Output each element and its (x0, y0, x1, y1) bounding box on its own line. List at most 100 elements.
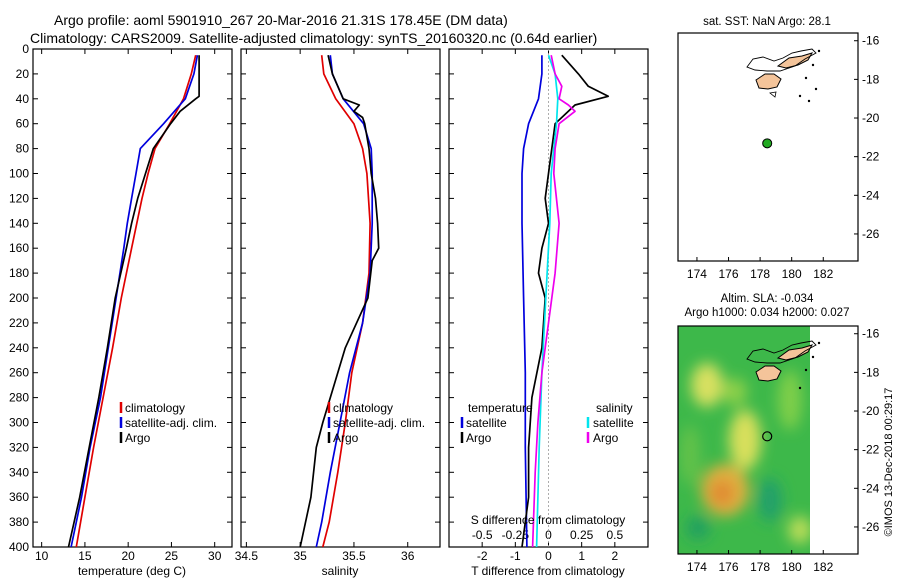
small-island (769, 91, 777, 98)
y-tick-label: 80 (16, 142, 30, 156)
x-tick-label: 10 (35, 549, 49, 563)
legend-label-climatology: climatology (333, 401, 393, 415)
islet (804, 368, 808, 372)
sst-map-frame (677, 32, 859, 262)
islet (817, 341, 821, 345)
y-tick-label: 60 (16, 117, 30, 131)
map-x-tick-label: 176 (719, 560, 739, 574)
y-tick-label: 20 (16, 67, 30, 81)
y-tick-label: 140 (9, 216, 29, 230)
sla-anomaly (691, 363, 723, 407)
difference-legend: temperature satellite Argo salinity sate… (460, 401, 634, 445)
map-x-tick-label: 180 (782, 267, 802, 281)
series-line-satellite-adj-clim- (70, 55, 199, 548)
imos-credit: ©IMOS 13-Dec-2018 00:29:17 (883, 388, 895, 537)
temperature-legend: climatology satellite-adj. clim. Argo (119, 401, 217, 445)
map-x-tick-label: 176 (719, 267, 739, 281)
sla-anomaly (680, 425, 700, 485)
y-tick-label: 180 (9, 266, 29, 280)
sla-map-subtitle: Argo h1000: 0.034 h2000: 0.027 (685, 307, 850, 319)
title-line-1: Argo profile: aoml 5901910_267 20-Mar-20… (54, 12, 508, 28)
y-tick-label: 220 (9, 316, 29, 330)
x-tick-label: 35.5 (342, 549, 366, 563)
sla-map-ticks: 174 176 178 180 182 -16 -18 -20 -22 -24 -26 (687, 327, 880, 574)
legend-label-t-argo: Argo (466, 431, 492, 445)
legend-label-argo: Argo (125, 431, 151, 445)
map-x-tick-label: 182 (813, 560, 833, 574)
x-tick-label: -2 (477, 549, 488, 563)
x-tick-label: 20 (121, 549, 135, 563)
viti-levu-island (755, 73, 782, 90)
map-y-tick-label: -20 (862, 404, 880, 418)
sla-anomaly (788, 516, 810, 544)
x-tick-label: 35 (293, 549, 307, 563)
y-tick-label: 0 (22, 42, 29, 56)
sla-anomaly (778, 370, 802, 430)
y-tick-label: 200 (9, 291, 29, 305)
y-tick-label: 320 (9, 440, 29, 454)
argo-location-marker (762, 138, 773, 149)
sla-anomaly (758, 478, 782, 522)
y-tick-label: 40 (16, 92, 30, 106)
map-y-tick-label: -24 (862, 188, 880, 202)
islet (807, 99, 811, 103)
x-tick-label: -1 (510, 549, 521, 563)
map-x-tick-label: 182 (813, 267, 833, 281)
top-tick-label: 0.25 (570, 528, 594, 542)
y-tick-label: 160 (9, 241, 29, 255)
series-line-salinity-satellite (535, 54, 559, 548)
map-y-tick-label: -16 (862, 34, 880, 48)
map-y-tick-label: -24 (862, 481, 880, 495)
s-difference-label: S difference from climatology (471, 513, 626, 527)
y-tick-label: 260 (9, 366, 29, 380)
y-tick-label: 400 (9, 540, 29, 554)
y-tick-label: 340 (9, 465, 29, 479)
difference-panel: -2 -1 0 1 2-0.5 -0.25 0 0.25 0.5 (449, 48, 648, 563)
top-tick-label: -0.25 (502, 528, 530, 542)
viti-levu-island (755, 365, 782, 382)
islet (817, 49, 821, 53)
sla-anomalies (680, 363, 810, 544)
legend-label-satellite: satellite-adj. clim. (125, 416, 217, 430)
legend-label-climatology: climatology (125, 401, 185, 415)
salinity-xlabel: salinity (322, 564, 359, 578)
map-x-tick-label: 178 (750, 267, 770, 281)
islet (811, 63, 815, 67)
y-tick-label: 360 (9, 490, 29, 504)
islet (798, 94, 802, 98)
sst-map-ticks: 174 176 178 180 182 -16 -18 -20 -22 -24 -26 (687, 34, 880, 281)
legend-label-argo: Argo (333, 431, 359, 445)
y-tick-label: 120 (9, 191, 29, 205)
temperature-panel: 0 20 40 60 80 100 120 140 160 180 200 220 240 260 280 3… (9, 42, 232, 563)
x-tick-label: 15 (78, 549, 92, 563)
series-line-climatology (320, 55, 371, 548)
legend-title-salinity: salinity (596, 401, 633, 415)
salinity-panel-frame (240, 48, 441, 548)
temperature-panel-frame (32, 48, 233, 548)
salinity-legend: climatology satellite-adj. clim. Argo (327, 401, 425, 445)
reef-outline (746, 48, 817, 72)
islet (814, 87, 818, 91)
sla-map-title: Altim. SLA: -0.034 (721, 293, 814, 305)
argo-location-marker (762, 431, 773, 442)
top-tick-label: 0.5 (606, 528, 623, 542)
map-y-tick-label: -18 (862, 72, 880, 86)
series-line-salinity-argo (531, 55, 576, 548)
y-tick-label: 280 (9, 391, 29, 405)
difference-xlabel: T difference from climatology (471, 564, 625, 578)
series-line-argo (67, 55, 200, 548)
map-x-tick-label: 174 (687, 560, 707, 574)
top-tick-label: -0.5 (472, 528, 493, 542)
sst-map-islands (746, 48, 821, 103)
x-tick-label: 2 (611, 549, 618, 563)
x-tick-label: 30 (208, 549, 222, 563)
map-y-tick-label: -22 (862, 150, 880, 164)
sla-anomaly (710, 480, 734, 506)
reef-outline (746, 340, 817, 364)
y-tick-label: 100 (9, 167, 29, 181)
series-line-argo (299, 55, 380, 548)
series-line-satellite-adj-clim- (315, 55, 374, 548)
sla-anomaly (723, 378, 747, 406)
y-tick-label: 300 (9, 416, 29, 430)
map-y-tick-label: -26 (862, 520, 880, 534)
